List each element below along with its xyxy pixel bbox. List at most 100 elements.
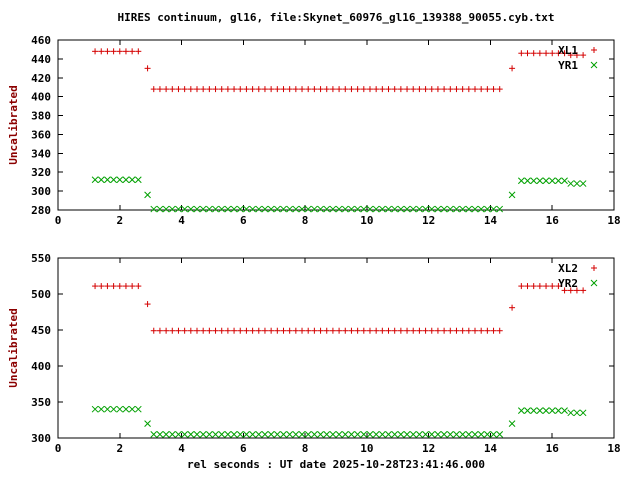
marker-cross [236,431,244,438]
marker-cross [298,431,306,438]
marker-cross [249,205,256,213]
marker-cross [206,431,213,438]
marker-cross [508,191,516,199]
marker-cross [175,431,182,438]
marker-cross [311,205,318,213]
marker-cross [156,205,164,213]
marker-cross [91,176,99,184]
marker-cross [378,205,386,213]
legend-marker-YR1 [590,61,598,69]
legend-label-XL1: XL1 [558,44,578,57]
marker-cross [416,431,423,438]
marker-cross [391,431,399,438]
ticks [57,39,615,211]
marker-cross [255,205,263,213]
marker-cross [465,205,473,213]
marker-cross [91,405,99,413]
marker-cross [236,205,244,213]
marker-cross [542,177,550,185]
marker-cross [422,205,429,213]
marker-cross [434,205,442,213]
marker-cross [206,205,213,213]
marker-cross [542,407,550,414]
marker-cross [397,431,405,438]
marker-cross [459,431,466,438]
marker-cross [548,407,556,414]
marker-cross [524,177,531,185]
marker-cross [579,180,587,187]
marker-cross [199,431,207,438]
marker-cross [122,405,130,413]
y-tick-label: 360 [31,128,51,141]
marker-cross [385,431,392,438]
marker-cross [162,205,170,213]
marker-cross [573,409,581,417]
marker-cross [517,407,525,414]
plot-border [57,39,615,211]
marker-cross [422,431,429,438]
marker-cross [428,205,436,213]
y-tick-label: 550 [31,252,51,265]
marker-cross [218,431,226,438]
marker-cross [311,431,318,438]
marker-cross [110,176,117,184]
marker-cross [385,205,392,213]
marker-cross [230,205,238,213]
marker-cross [323,205,331,213]
marker-cross [409,205,417,213]
marker-cross [193,205,201,213]
x-tick-label: 10 [360,214,373,227]
marker-cross [128,176,136,184]
legend-label-YR1: YR1 [558,59,578,72]
marker-cross [409,431,417,438]
marker-cross [168,205,176,213]
marker-cross [255,431,263,438]
marker-cross [403,205,411,213]
marker-cross [298,205,306,213]
marker-cross [134,405,142,413]
x-axis-label: rel seconds : UT date 2025-10-28T23:41:4… [186,458,485,471]
marker-cross [536,177,544,185]
marker-cross [391,205,399,213]
x-tick-label: 4 [178,214,185,227]
legend-label-YR2: YR2 [558,277,578,290]
marker-cross [280,431,287,438]
x-tick-label: 2 [116,442,123,455]
marker-cross [116,176,124,184]
legend-label-XL2: XL2 [558,262,578,275]
marker-cross [348,431,355,438]
legend-marker-XL1 [591,47,597,53]
marker-cross [104,405,111,413]
marker-cross [378,431,386,438]
marker-cross [286,431,294,438]
marker-cross [243,431,250,438]
marker-cross [104,176,111,184]
marker-cross [567,180,575,187]
y-tick-label: 340 [31,147,51,160]
marker-cross [561,177,568,185]
y-tick-label: 400 [31,91,51,104]
marker-cross [471,205,479,213]
marker-cross [341,431,349,438]
marker-cross [567,409,575,417]
y-tick-label: 350 [31,396,51,409]
marker-cross [490,205,497,213]
marker-cross [175,205,182,213]
marker-cross [366,431,374,438]
marker-cross [446,431,454,438]
marker-cross [446,205,454,213]
marker-cross [150,431,158,438]
marker-cross [453,431,460,438]
x-tick-label: 18 [607,214,620,227]
marker-cross [555,177,562,185]
legend-marker-YR2 [590,279,598,287]
marker-cross [144,420,151,427]
y-axis-label-bottom: Uncalibrated [7,308,20,388]
marker-cross [187,431,195,438]
y-tick-label: 420 [31,72,51,85]
marker-cross [273,431,281,438]
marker-cross [187,205,195,213]
panel-bottom: 0 2 4 6 8 10 12 14 16 18 300 350 400 450 500 550 XL2 YR2 [31,252,621,455]
marker-cross [440,431,448,438]
marker-cross [496,205,504,213]
